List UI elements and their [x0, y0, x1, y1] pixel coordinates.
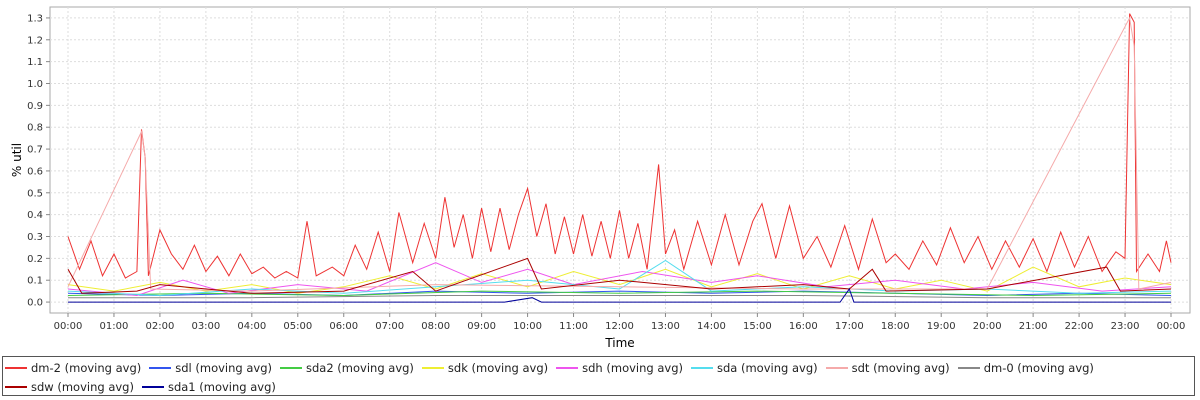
- x-tick-label: 11:00: [559, 321, 588, 332]
- series-line-9: [68, 287, 1171, 303]
- x-tick-label: 17:00: [835, 321, 864, 332]
- x-tick-label: 07:00: [375, 321, 404, 332]
- series-line-3: [67, 266, 1172, 294]
- x-tick-label: 03:00: [191, 321, 220, 332]
- legend-item: dm-2 (moving avg): [5, 358, 141, 377]
- legend-label: sdl (moving avg): [175, 360, 272, 375]
- x-tick-label: 04:00: [237, 321, 266, 332]
- y-tick-label: 0.9: [27, 101, 43, 112]
- series-line-2: [67, 290, 1172, 297]
- y-tick-label: 1.0: [27, 79, 43, 90]
- x-tick-label: 21:00: [1019, 321, 1048, 332]
- y-tick-label: 0.5: [27, 188, 43, 199]
- series-line-0: [67, 13, 1172, 279]
- legend-swatch: [5, 366, 27, 369]
- x-tick-label: 13:00: [651, 321, 680, 332]
- legend-label: sda2 (moving avg): [306, 360, 414, 375]
- x-tick-label: 10:00: [513, 321, 542, 332]
- legend-item: sdh (moving avg): [556, 358, 683, 377]
- legend-item: sdl (moving avg): [149, 358, 272, 377]
- y-tick-label: 0.3: [27, 232, 43, 243]
- y-tick-label: 0.6: [27, 166, 43, 177]
- legend-swatch: [957, 366, 980, 369]
- legend-label: sda (moving avg): [717, 360, 818, 375]
- legend-item: dm-0 (moving avg): [957, 358, 1094, 377]
- legend-swatch: [280, 366, 302, 369]
- x-tick-label: 16:00: [789, 321, 818, 332]
- y-tick-label: 0.7: [27, 145, 43, 156]
- legend-item: sda1 (moving avg): [141, 377, 276, 396]
- legend-label: sdt (moving avg): [851, 360, 950, 375]
- x-tick-label: 22:00: [1065, 321, 1094, 332]
- y-tick-label: 1.3: [27, 13, 43, 24]
- y-tick-label: 0.4: [27, 210, 43, 221]
- legend-swatch: [149, 366, 172, 369]
- x-tick-label: 01:00: [100, 321, 129, 332]
- x-tick-label: 06:00: [329, 321, 358, 332]
- legend: dm-2 (moving avg) sdl (moving avg) sda2 (m…: [2, 356, 1195, 396]
- y-tick-label: 0.0: [27, 298, 43, 309]
- y-tick-label: 0.1: [27, 276, 43, 287]
- x-axis-ticks: 00:00 01:00 02:00 03:00 04:00 05:00 06:00 07:00…: [54, 313, 1186, 332]
- x-axis-label: Time: [604, 336, 634, 350]
- legend-item: sdw (moving avg): [5, 377, 134, 396]
- legend-swatch: [556, 366, 579, 369]
- y-axis-label: % util: [10, 143, 24, 177]
- legend-label: sdw (moving avg): [31, 379, 134, 394]
- legend-label: sda1 (moving avg): [167, 379, 276, 394]
- y-tick-label: 1.2: [27, 35, 43, 46]
- x-tick-label: 15:00: [743, 321, 772, 332]
- legend-label: sdh (moving avg): [582, 360, 683, 375]
- legend-swatch: [5, 385, 27, 388]
- series-line-7: [68, 295, 1171, 299]
- series-lines: [67, 13, 1172, 303]
- legend-label: dm-2 (moving avg): [31, 360, 142, 375]
- legend-item: sdk (moving avg): [421, 358, 549, 377]
- y-tick-label: 0.2: [27, 254, 43, 265]
- x-tick-label: 02:00: [146, 321, 175, 332]
- x-tick-label: 23:00: [1111, 321, 1140, 332]
- x-tick-label: 09:00: [467, 321, 496, 332]
- line-chart: 0.0 0.1 0.2 0.3 0.4 0.5 0.6 0.7 0.8 0.9 1.0 1.1 1.2 1…: [10, 6, 1191, 350]
- x-tick-label: 12:00: [605, 321, 634, 332]
- y-axis-ticks: 0.0 0.1 0.2 0.3 0.4 0.5 0.6 0.7 0.8 0.9 1.0 1.1 1.2 1…: [27, 13, 50, 309]
- x-tick-label: 08:00: [421, 321, 450, 332]
- y-tick-label: 0.8: [27, 123, 43, 134]
- x-tick-label: 19:00: [927, 321, 956, 332]
- series-line-8: [67, 257, 1172, 294]
- x-tick-label: 14:00: [697, 321, 726, 332]
- legend-label: sdk (moving avg): [447, 360, 549, 375]
- x-tick-label: 20:00: [973, 321, 1002, 332]
- legend-label: dm-0 (moving avg): [983, 360, 1094, 375]
- x-tick-label: 05:00: [283, 321, 312, 332]
- legend-swatch: [825, 366, 848, 369]
- x-tick-label: 00:00: [1157, 321, 1186, 332]
- legend-swatch: [421, 366, 444, 369]
- legend-item: sdt (moving avg): [825, 358, 950, 377]
- series-line-6: [67, 16, 1172, 292]
- legend-swatch: [141, 385, 164, 388]
- x-tick-label: 00:00: [54, 321, 83, 332]
- legend-item: sda (moving avg): [691, 358, 818, 377]
- legend-item: sda2 (moving avg): [280, 358, 414, 377]
- y-tick-label: 1.1: [27, 57, 43, 68]
- legend-swatch: [691, 366, 713, 369]
- x-tick-label: 18:00: [881, 321, 910, 332]
